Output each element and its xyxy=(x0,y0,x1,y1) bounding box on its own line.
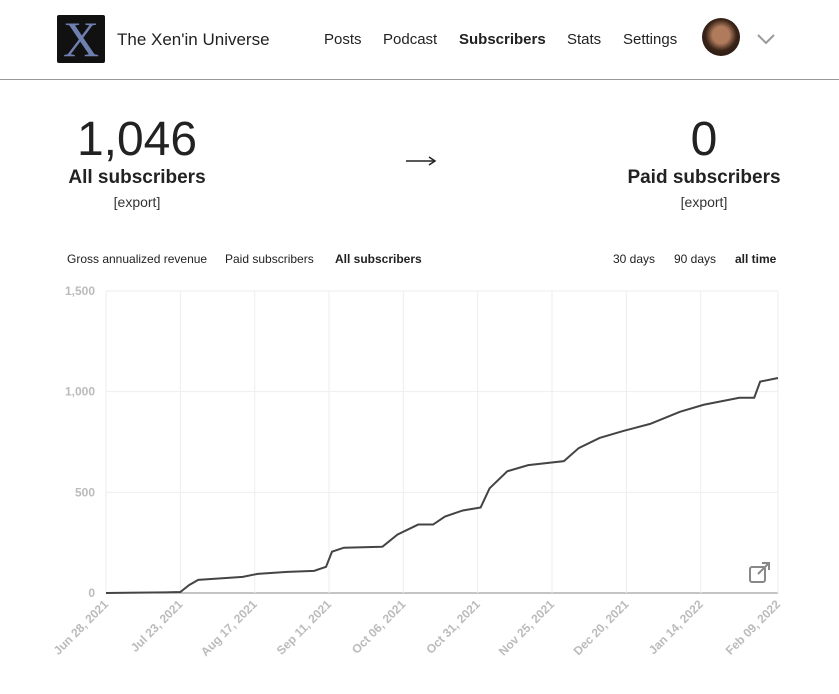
range-tab[interactable]: 90 days xyxy=(674,252,717,266)
arrow xyxy=(406,156,437,166)
nav-link[interactable]: Podcast xyxy=(383,31,438,48)
export-link[interactable]: [export] xyxy=(680,194,728,210)
export-link[interactable]: [export] xyxy=(113,194,161,210)
range-tab[interactable]: 30 days xyxy=(613,252,656,266)
nav-link[interactable]: Subscribers xyxy=(459,31,546,48)
logo[interactable]: X xyxy=(57,14,105,64)
y-tick-label: 1,500 xyxy=(65,284,95,298)
chart: 0 500 1,000 1,500 Jun 28, 2021 Jul 23, 2021 Au… xyxy=(51,284,784,659)
header: X The Xen'in Universe Posts Podcast Subs… xyxy=(0,0,839,80)
nav-link[interactable]: Posts xyxy=(324,31,362,48)
stat-label: All subscribers xyxy=(68,167,206,188)
external-link-icon[interactable] xyxy=(749,562,770,583)
x-tick-label: Sep 11, 2021 xyxy=(274,597,335,658)
axes: 0 500 1,000 1,500 Jun 28, 2021 Jul 23, 2021 Au… xyxy=(51,284,784,659)
range-tab[interactable]: all time xyxy=(735,252,777,266)
nav-link[interactable]: Stats xyxy=(567,31,602,48)
x-tick-label: Dec 20, 2021 xyxy=(571,597,632,658)
stat-label: Paid subscribers xyxy=(627,167,781,188)
y-tick-label: 500 xyxy=(75,485,95,499)
metric-tab[interactable]: Gross annualized revenue xyxy=(67,252,208,266)
dropdown-chevron[interactable] xyxy=(756,32,776,46)
avatar[interactable] xyxy=(702,18,740,56)
x-tick-label: Jun 28, 2021 xyxy=(51,597,112,658)
x-tick-label: Nov 25, 2021 xyxy=(496,597,558,659)
brand[interactable]: The Xen'in Universe xyxy=(117,30,270,49)
nav-link[interactable]: Settings xyxy=(623,31,678,48)
x-tick-label: Aug 17, 2021 xyxy=(198,597,260,659)
x-tick-label: Oct 31, 2021 xyxy=(423,597,483,657)
y-tick-label: 1,000 xyxy=(65,385,95,399)
x-tick-label: Feb 09, 2022 xyxy=(723,597,784,658)
stat-value: 1,046 xyxy=(76,113,198,166)
x-tick-label: Oct 06, 2021 xyxy=(349,597,409,657)
y-tick-label: 0 xyxy=(88,586,95,600)
metric-tab[interactable]: Paid subscribers xyxy=(225,252,314,266)
x-tick-label: Jan 14, 2022 xyxy=(646,597,706,657)
metric-tab[interactable]: All subscribers xyxy=(335,252,422,266)
x-tick-label: Jul 23, 2021 xyxy=(128,597,186,655)
stat-value: 0 xyxy=(690,113,718,166)
data-line xyxy=(105,376,779,594)
